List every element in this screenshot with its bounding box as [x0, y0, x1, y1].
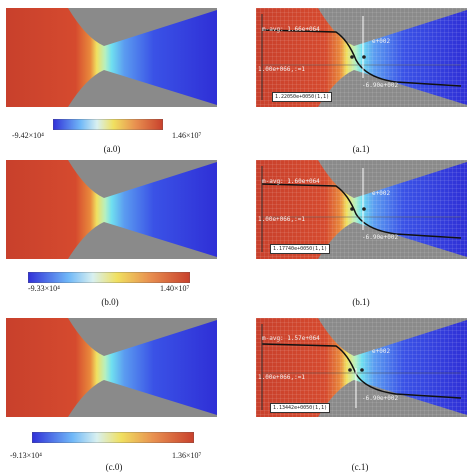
colorbar-c0	[31, 430, 195, 444]
colorbar-max-b0: 1.40×10⁷	[160, 284, 190, 293]
avg-label-c1: m-avg: 1.57e+064	[262, 335, 320, 342]
nozzle-probe-plot-b1	[256, 160, 467, 259]
caption-c0: (c.0)	[105, 462, 123, 472]
value-bottom-a1: -6.90e+002	[362, 82, 399, 89]
value-top-b1: e+002	[372, 190, 391, 197]
caption-b0: (b.0)	[101, 297, 119, 307]
nozzle-contour-plot-c0	[6, 318, 217, 417]
colorbar-min-c0: -9.13×10⁴	[10, 451, 42, 460]
caption-a1: (a.1)	[352, 144, 370, 154]
value-bottom-b1: -6.90e+002	[362, 234, 399, 241]
colorbar-a0	[52, 117, 164, 131]
probe-box-c1: 1.13442e+0050(1,1)	[270, 403, 331, 413]
caption-b1: (b.1)	[352, 297, 370, 307]
nozzle-contour-plot-b0	[6, 160, 217, 259]
left-label-b1: 1.00e+066,:=1	[258, 216, 305, 223]
probe-box-b1: 1.17740e+0050(1,1)	[270, 244, 331, 254]
colorbar-min-a0: -9.42×10⁴	[12, 131, 44, 140]
colorbar-max-c0: 1.36×10⁷	[172, 451, 202, 460]
value-top-c1: e+002	[372, 348, 391, 355]
value-top-a1: e+002	[372, 38, 391, 45]
nozzle-probe-plot-c1	[256, 318, 467, 417]
caption-a0: (a.0)	[103, 144, 121, 154]
colorbar-max-a0: 1.46×10⁷	[172, 131, 202, 140]
nozzle-probe-plot-a1	[256, 8, 467, 107]
left-label-a1: 1.00e+066,:=1	[258, 66, 305, 73]
caption-c1: (c.1)	[351, 462, 369, 472]
avg-label-b1: m-avg: 1.60e+064	[262, 178, 320, 185]
probe-box-a1: 1.22050e+0050(1,1)	[272, 92, 333, 102]
avg-label-a1: m-avg: 1.66e+064	[262, 26, 320, 33]
colorbar-b0	[27, 270, 191, 284]
nozzle-contour-plot-a0	[6, 8, 217, 107]
value-bottom-c1: -6.90e+002	[362, 395, 399, 402]
left-label-c1: 1.00e+066,:=1	[258, 374, 305, 381]
colorbar-min-b0: -9.33×10⁴	[28, 284, 60, 293]
